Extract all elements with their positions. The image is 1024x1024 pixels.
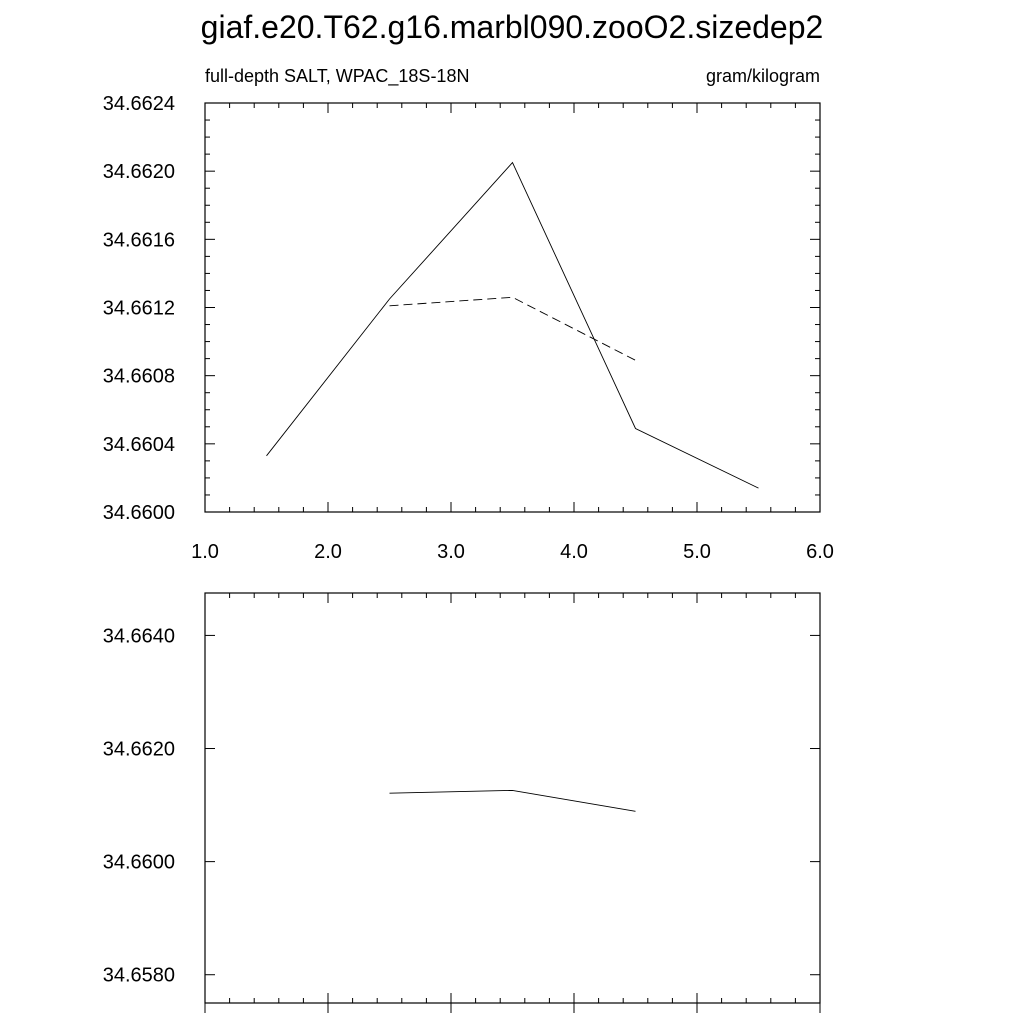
x-tick-label: 3.0 <box>437 541 465 563</box>
y-tick-label: 34.6604 <box>103 434 175 456</box>
figure-title: giaf.e20.T62.g16.marbl090.zooO2.sizedep2 <box>201 9 824 45</box>
x-tick-label: 5.0 <box>683 541 711 563</box>
y-tick-label: 34.6580 <box>103 965 175 987</box>
y-tick-label: 34.6620 <box>103 739 175 761</box>
series-line-solid <box>266 161 759 489</box>
y-tick-label: 34.6608 <box>103 366 175 388</box>
y-tick-label: 34.6640 <box>103 625 175 647</box>
y-tick-label: 34.6616 <box>103 229 175 251</box>
top-plot-frame <box>204 102 821 513</box>
y-tick-label: 34.6612 <box>103 298 175 320</box>
x-tick-label: 1.0 <box>191 541 219 563</box>
x-tick-label: 2.0 <box>314 541 342 563</box>
y-tick-label: 34.6624 <box>103 93 175 115</box>
bottom-plot-frame <box>204 592 821 1004</box>
series-line-solid <box>389 789 636 812</box>
y-tick-label: 34.6600 <box>103 502 175 524</box>
top-panel: full-depth SALT, WPAC_18S-18N gram/kilog… <box>103 66 834 563</box>
y-tick-label: 34.6620 <box>103 161 175 183</box>
bottom-panel: 34.6580 34.6600 34.6620 34.6640 <box>103 592 821 1013</box>
x-tick-label: 4.0 <box>560 541 588 563</box>
series-line-dashed <box>389 296 636 361</box>
x-tick-label: 6.0 <box>806 541 834 563</box>
y-tick-label: 34.6600 <box>103 852 175 874</box>
top-left-string: full-depth SALT, WPAC_18S-18N <box>205 66 469 87</box>
top-right-string: gram/kilogram <box>706 66 820 86</box>
